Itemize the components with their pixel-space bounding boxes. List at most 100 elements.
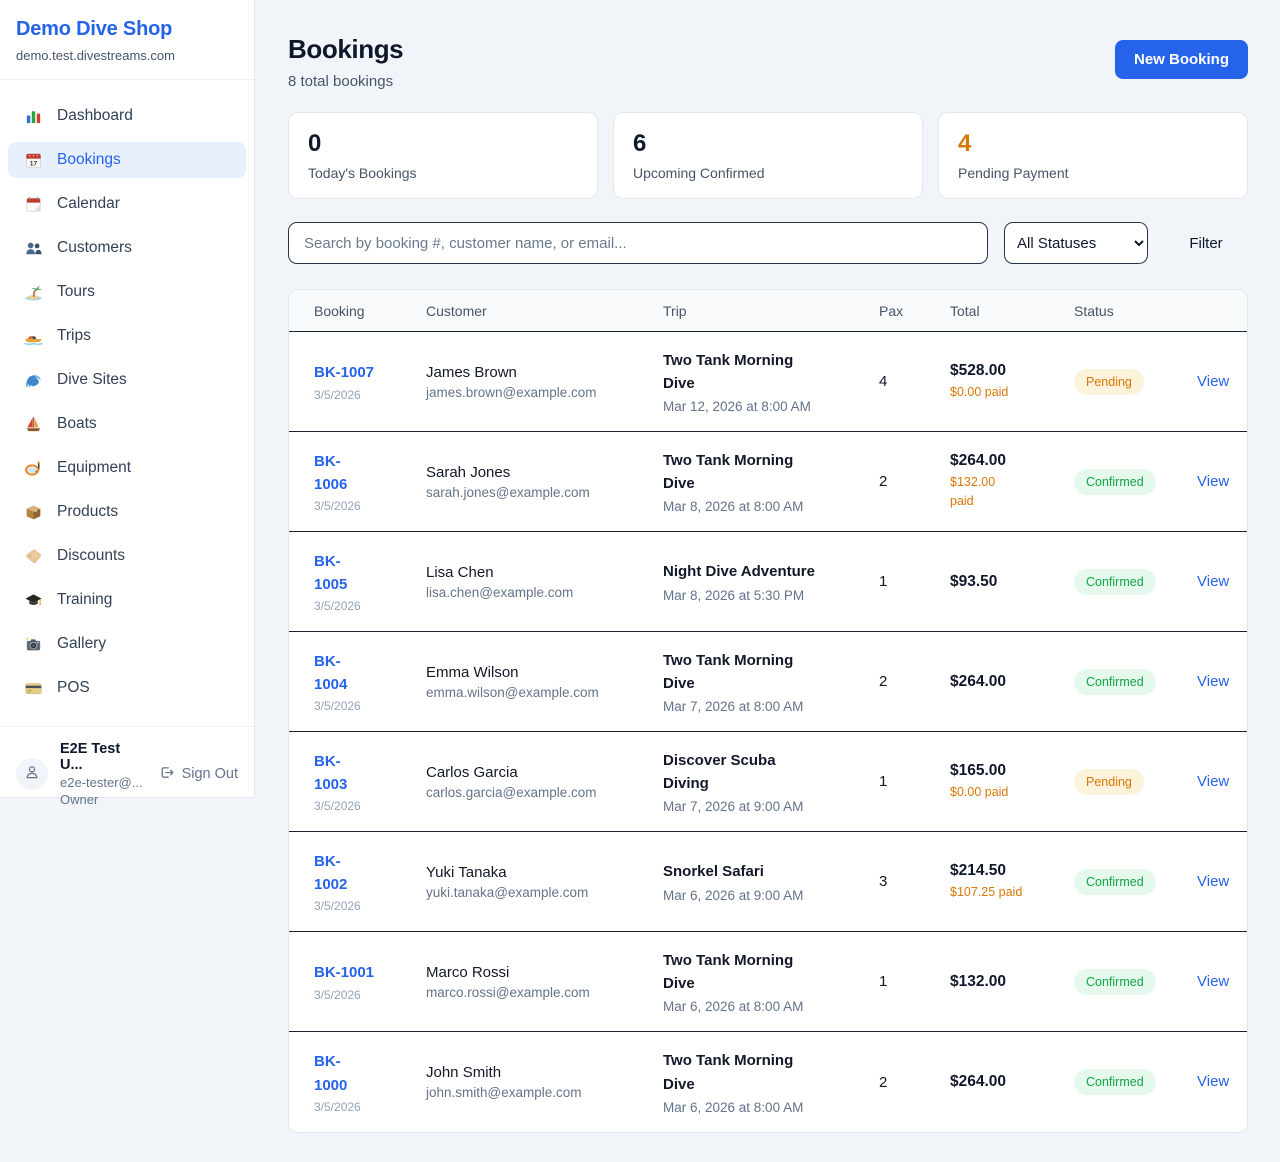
customer-cell: John Smith john.smith@example.com: [426, 1064, 663, 1100]
sidebar-item-equipment[interactable]: Equipment: [8, 450, 246, 486]
pax-cell: 2: [879, 1073, 888, 1091]
sidebar-item-dashboard[interactable]: Dashboard: [8, 98, 246, 134]
trip-name: Snorkel Safari: [663, 863, 764, 881]
booking-row: BK- 1005 3/5/2026 Lisa Chen lisa.chen@exampl…: [289, 532, 1247, 632]
actions-cell: View: [1197, 673, 1229, 691]
view-link[interactable]: View: [1197, 672, 1230, 690]
total-cell: $132.00: [950, 973, 1074, 991]
customer-cell: Lisa Chen lisa.chen@example.com: [426, 564, 663, 600]
sidebar-item-label: Calendar: [57, 195, 120, 212]
sidebar-item-trips[interactable]: Trips: [8, 318, 246, 354]
total-amount: $165.00: [950, 761, 1007, 779]
customer-name: Yuki Tanaka: [426, 863, 507, 881]
new-booking-button[interactable]: New Booking: [1114, 40, 1248, 79]
total-cell: $264.00: [950, 673, 1074, 691]
view-link[interactable]: View: [1197, 872, 1230, 890]
sidebar-item-tours[interactable]: Tours: [8, 274, 246, 310]
trip-datetime: Mar 8, 2026 at 5:30 PM: [663, 587, 805, 603]
booking-number-link[interactable]: BK- 1002: [314, 852, 348, 893]
customer-name: James Brown: [426, 363, 517, 381]
booking-number-link[interactable]: BK- 1004: [314, 652, 348, 693]
brand: Demo Dive Shop demo.test.divestreams.com: [0, 0, 254, 80]
booking-cell: BK- 1002 3/5/2026: [314, 850, 426, 914]
sidebar-item-calendar[interactable]: Calendar: [8, 186, 246, 222]
booking-number-link[interactable]: BK- 1000: [314, 1053, 348, 1094]
pax-cell: 1: [879, 573, 888, 590]
sidebar-item-training[interactable]: Training: [8, 582, 246, 618]
sidebar-item-bookings[interactable]: 17 Bookings: [8, 142, 246, 178]
sidebar-item-label: Bookings: [57, 151, 121, 168]
sidebar-item-customers[interactable]: Customers: [8, 230, 246, 266]
customer-cell: James Brown james.brown@example.com: [426, 364, 663, 400]
total-cell: $93.50: [950, 573, 1074, 591]
sidebar-item-label: Trips: [57, 327, 91, 344]
island-icon: [24, 283, 43, 302]
booking-number-link[interactable]: BK- 1006: [314, 452, 348, 493]
sailboat-icon: [24, 415, 43, 434]
booking-cell: BK- 1000 3/5/2026: [314, 1050, 426, 1114]
stat-label: Pending Payment: [958, 164, 1069, 181]
status-badge: Confirmed: [1074, 468, 1156, 495]
booking-number-link[interactable]: BK-1001: [314, 964, 375, 982]
trip-datetime: Mar 7, 2026 at 8:00 AM: [663, 699, 804, 715]
sidebar-item-products[interactable]: Products: [8, 494, 246, 530]
main-content: Bookings 8 total bookings New Booking 0 T…: [255, 0, 1280, 1133]
total-amount: $528.00: [950, 361, 1007, 379]
status-badge: Pending: [1074, 768, 1144, 795]
booking-cell: BK- 1006 3/5/2026: [314, 450, 426, 514]
stat-card-today-s-bookings: 0 Today's Bookings: [288, 112, 598, 199]
status-badge: Confirmed: [1074, 968, 1156, 995]
customer-name: John Smith: [426, 1064, 502, 1081]
view-link[interactable]: View: [1197, 372, 1230, 390]
status-badge: Pending: [1074, 368, 1144, 395]
view-link[interactable]: View: [1197, 1073, 1230, 1090]
brand-name: Demo Dive Shop: [16, 18, 173, 40]
trip-name: Night Dive Adventure: [663, 563, 815, 581]
sign-out-icon: [158, 764, 175, 785]
sidebar-item-gallery[interactable]: Gallery: [8, 626, 246, 662]
customer-name: Marco Rossi: [426, 963, 510, 981]
trip-name: Two Tank Morning Dive: [663, 351, 794, 392]
booking-number-link[interactable]: BK- 1005: [314, 552, 348, 593]
sidebar-item-dive-sites[interactable]: Dive Sites: [8, 362, 246, 398]
sidebar-item-pos[interactable]: POS: [8, 670, 246, 706]
total-cell: $264.00: [950, 1073, 1074, 1091]
filter-button[interactable]: Filter: [1189, 234, 1223, 252]
calendar-pad-icon: [24, 195, 43, 214]
customer-name: Lisa Chen: [426, 563, 494, 581]
booking-number-link[interactable]: BK- 1003: [314, 752, 348, 793]
sign-out-button[interactable]: Sign Out: [158, 764, 238, 785]
booking-date: 3/5/2026: [314, 599, 361, 614]
column-header-customer: Customer: [426, 302, 487, 319]
booking-date: 3/5/2026: [314, 987, 361, 1002]
view-link[interactable]: View: [1197, 972, 1230, 990]
stat-card-upcoming-confirmed: 6 Upcoming Confirmed: [613, 112, 923, 199]
actions-cell: View: [1197, 873, 1229, 891]
trip-cell: Two Tank Morning Dive Mar 6, 2026 at 8:00 …: [663, 1049, 879, 1115]
pax-cell: 1: [879, 773, 888, 790]
stats-cards: 0 Today's Bookings 6 Upcoming Confirmed 4 Pen…: [288, 112, 1248, 199]
total-amount: $132.00: [950, 972, 1007, 990]
sidebar-nav: Dashboard 17 Bookings Calendar Customers Tour…: [0, 80, 254, 720]
total-amount: $93.50: [950, 572, 998, 590]
booking-date: 3/5/2026: [314, 899, 361, 914]
trip-cell: Two Tank Morning Dive Mar 8, 2026 at 8:00 …: [663, 449, 879, 515]
status-cell: Confirmed: [1074, 668, 1197, 695]
booking-row: BK- 1006 3/5/2026 Sarah Jones sarah.jones@ex…: [289, 432, 1247, 532]
sidebar-item-boats[interactable]: Boats: [8, 406, 246, 442]
sidebar-item-discounts[interactable]: Discounts: [8, 538, 246, 574]
booking-number-link[interactable]: BK-1007: [314, 364, 375, 382]
view-link[interactable]: View: [1197, 472, 1230, 490]
actions-cell: View: [1197, 373, 1229, 391]
status-select[interactable]: All Statuses: [1004, 222, 1148, 264]
view-link[interactable]: View: [1197, 572, 1230, 590]
page-header: Bookings 8 total bookings New Booking: [288, 34, 1248, 90]
view-link[interactable]: View: [1197, 772, 1230, 790]
status-cell: Pending: [1074, 368, 1197, 395]
customer-email: james.brown@example.com: [426, 384, 597, 400]
sidebar-item-label: Tours: [57, 283, 95, 300]
brand-domain: demo.test.divestreams.com: [16, 48, 175, 63]
sidebar-item-label: Discounts: [57, 547, 126, 564]
users-icon: [24, 239, 43, 258]
search-input[interactable]: [288, 222, 988, 264]
